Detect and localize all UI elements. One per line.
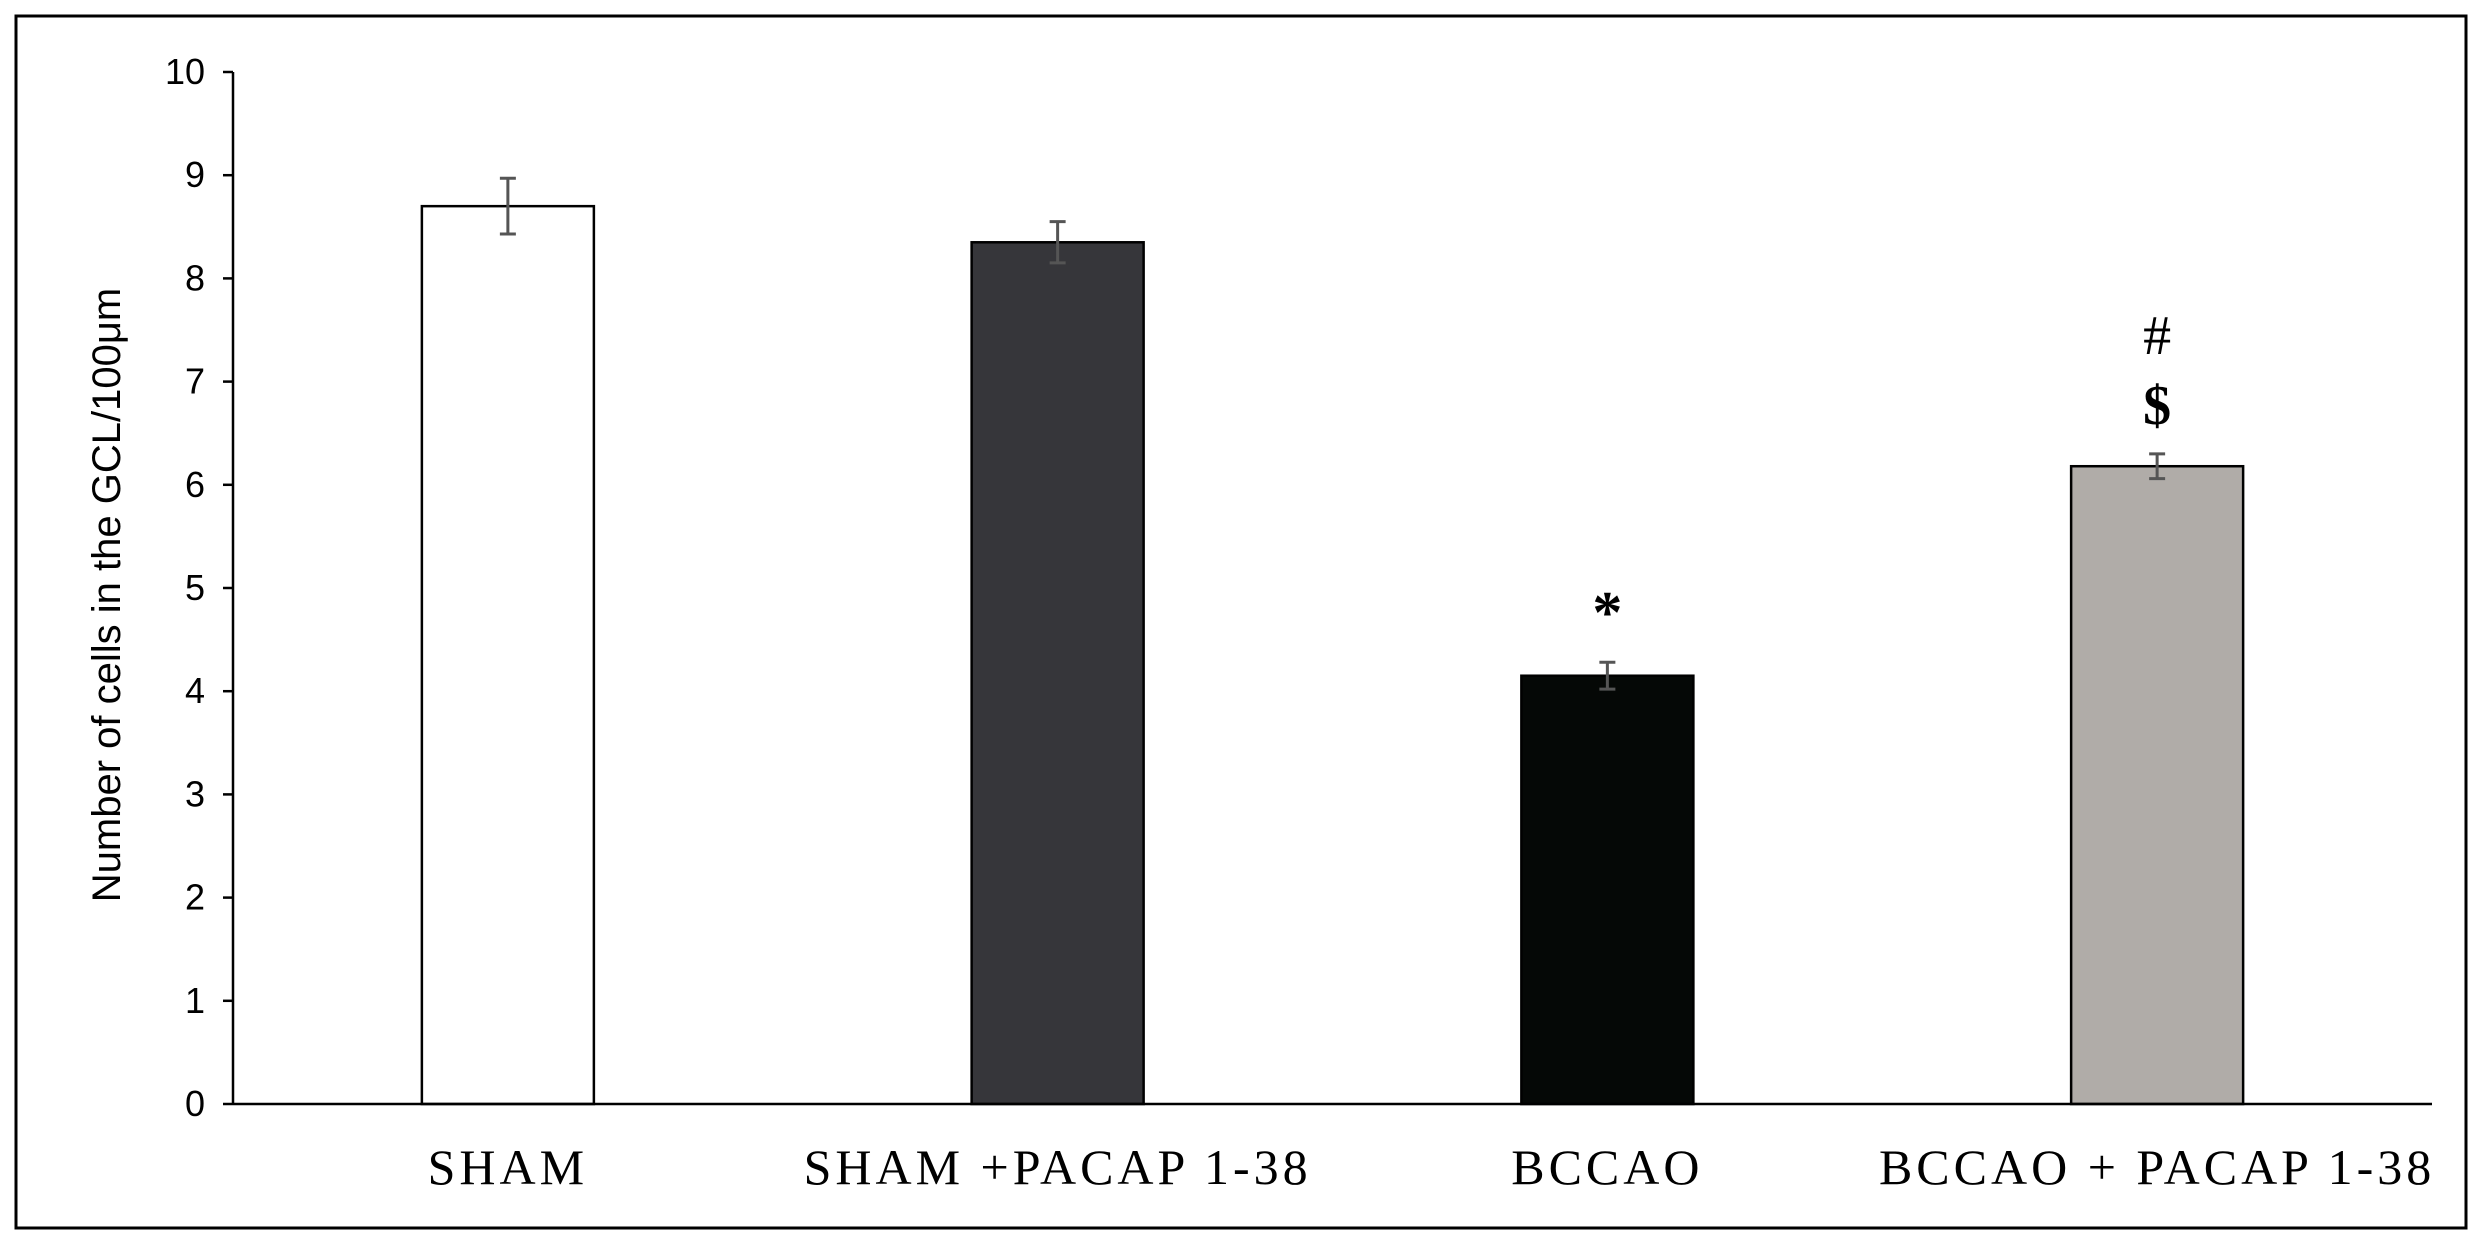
error-bar [499, 176, 516, 236]
x-axis-labels: SHAM SHAM +PACAP 1-38 BCCAO BCCAO + PACAP 1… [428, 1139, 2435, 1195]
y-tick-label: 1 [185, 980, 205, 1021]
bar [1520, 674, 1695, 1106]
x-category-label: BCCAO [1511, 1139, 1703, 1195]
significance-symbol: # [2143, 305, 2171, 367]
y-tick-label: 5 [185, 567, 205, 608]
significance-annotations: * $ # [1592, 305, 2171, 645]
y-axis-ticks: 0 1 2 3 4 5 6 7 8 9 10 [165, 51, 233, 1124]
y-tick-label: 3 [185, 773, 205, 814]
bar [2069, 464, 2245, 1106]
y-tick-label: 4 [185, 670, 205, 711]
significance-symbol: * [1592, 579, 1622, 645]
y-tick-label: 8 [185, 257, 205, 298]
x-category-label: SHAM +PACAP 1-38 [804, 1139, 1312, 1195]
error-bar [2149, 452, 2166, 481]
bar [970, 241, 1145, 1106]
y-tick-label: 6 [185, 464, 205, 505]
significance-symbol: $ [2143, 375, 2171, 437]
error-bar [1599, 660, 1616, 691]
error-bar [1049, 220, 1066, 265]
x-category-label: BCCAO + PACAP 1-38 [1879, 1139, 2435, 1195]
y-tick-label: 10 [165, 51, 205, 92]
y-axis-title: Number of cells in the GCL/100μm [85, 288, 129, 902]
y-tick-label: 0 [185, 1083, 205, 1124]
y-tick-label: 9 [185, 154, 205, 195]
y-tick-label: 2 [185, 877, 205, 918]
y-tick-label: 7 [185, 361, 205, 402]
error-bars [499, 176, 2166, 691]
bar [420, 204, 596, 1106]
x-category-label: SHAM [428, 1139, 588, 1195]
